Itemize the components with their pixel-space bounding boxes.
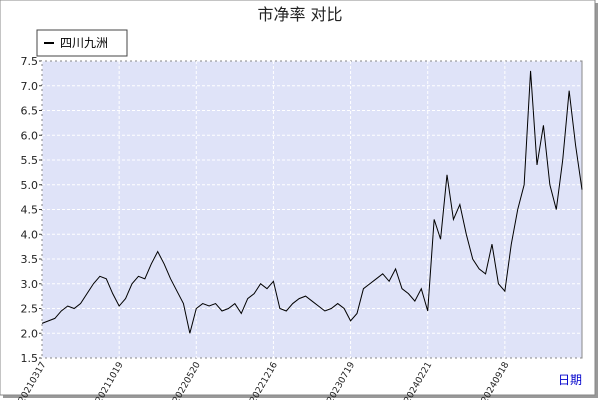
y-tick-label: 4.5 [21,204,39,217]
y-tick-label: 3.0 [21,278,39,291]
y-tick-label: 7.5 [21,55,39,68]
y-tick-label: 2.5 [21,303,39,316]
y-tick-label: 7.0 [21,80,39,93]
y-tick-label: 6.0 [21,129,39,142]
line [41,70,583,334]
y-tick-label: 2.0 [21,327,39,340]
y-tick-label: 1.5 [21,352,39,365]
y-tick-label: 5.5 [21,154,39,167]
y-tick-label: 4.0 [21,228,39,241]
chart-title: 市净率 对比 [257,5,342,24]
legend: 四川九洲 [36,29,128,57]
legend-label: 四川九洲 [60,36,108,50]
y-tick-label: 6.5 [21,105,39,118]
y-tick-label: 3.5 [21,253,39,266]
x-axis-label: 日期 [558,373,582,387]
y-tick-label: 5.0 [21,179,39,192]
